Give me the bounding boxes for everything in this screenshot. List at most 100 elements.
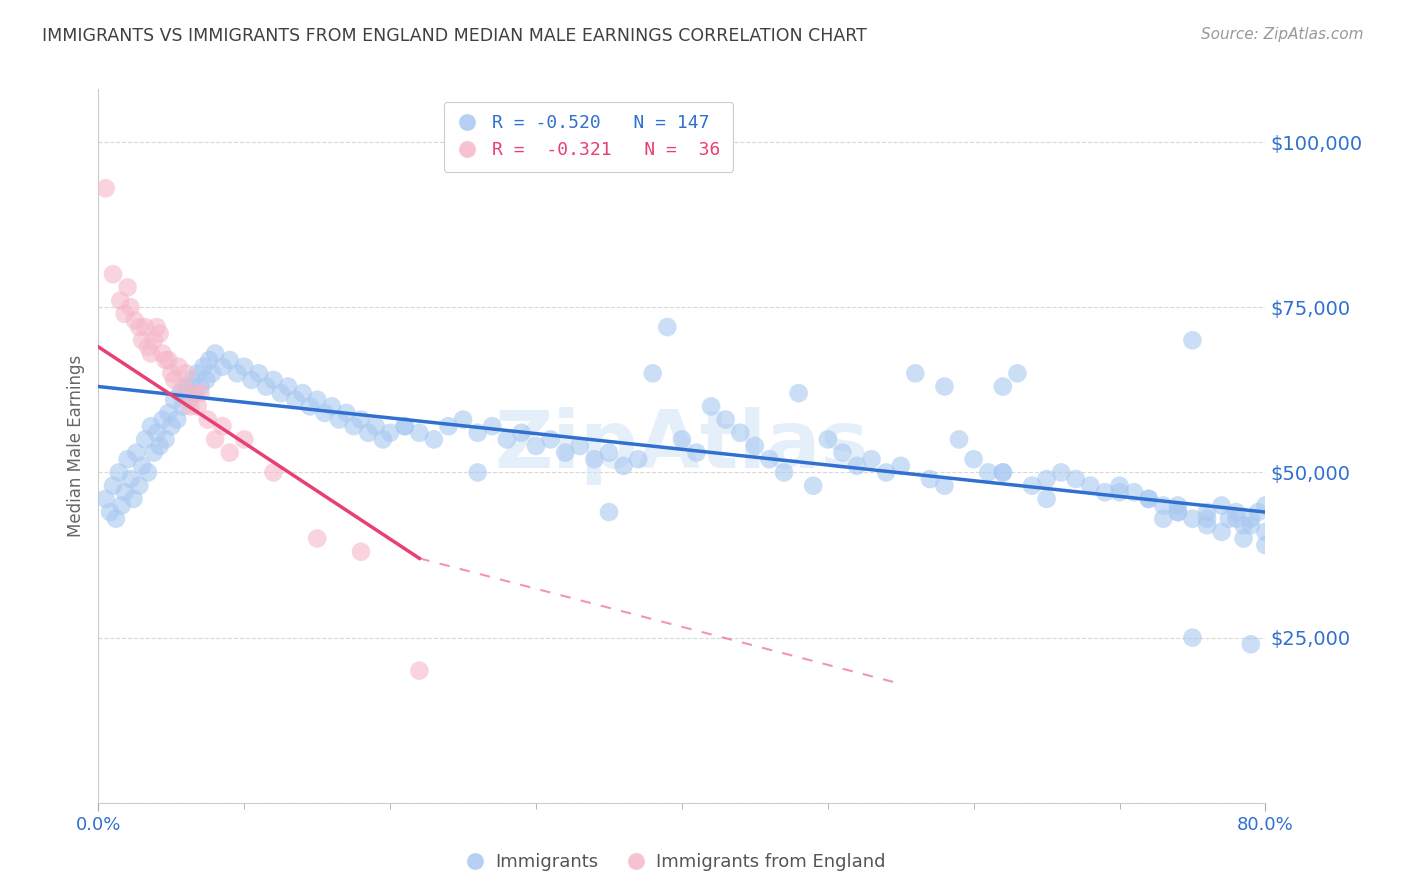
Point: [122, 491, 145, 506]
Point: [149, 439, 172, 453]
Point: [136, 340, 159, 354]
Point: [201, 367, 224, 381]
Point: [831, 445, 853, 459]
Point: [451, 412, 474, 426]
Point: [1181, 631, 1204, 645]
Point: [1254, 499, 1277, 513]
Point: [247, 367, 270, 381]
Point: [991, 466, 1014, 480]
Point: [1167, 505, 1189, 519]
Point: [307, 392, 329, 407]
Point: [120, 472, 142, 486]
Point: [685, 445, 707, 459]
Point: [991, 466, 1014, 480]
Point: [1167, 499, 1189, 513]
Point: [1218, 511, 1240, 525]
Point: [1254, 538, 1277, 552]
Point: [467, 466, 489, 480]
Point: [875, 466, 897, 480]
Point: [1094, 485, 1116, 500]
Point: [136, 466, 159, 480]
Point: [657, 320, 679, 334]
Point: [1152, 499, 1174, 513]
Point: [149, 326, 172, 341]
Point: [254, 379, 277, 393]
Point: [1240, 518, 1263, 533]
Point: [612, 458, 634, 473]
Point: [371, 433, 394, 447]
Point: [152, 346, 174, 360]
Point: [174, 367, 197, 381]
Point: [1247, 505, 1270, 519]
Point: [134, 320, 156, 334]
Point: [394, 419, 416, 434]
Point: [1007, 367, 1029, 381]
Point: [233, 433, 256, 447]
Point: [408, 425, 430, 440]
Point: [321, 400, 343, 414]
Point: [190, 386, 212, 401]
Point: [350, 412, 373, 426]
Point: [394, 419, 416, 434]
Point: [744, 439, 766, 453]
Point: [128, 320, 150, 334]
Point: [284, 392, 307, 407]
Point: [104, 511, 127, 525]
Point: [198, 353, 221, 368]
Point: [364, 419, 387, 434]
Point: [172, 379, 194, 393]
Point: [934, 379, 956, 393]
Point: [583, 452, 606, 467]
Point: [101, 267, 124, 281]
Point: [671, 433, 693, 447]
Point: [204, 346, 226, 360]
Point: [179, 400, 201, 414]
Point: [125, 445, 148, 459]
Point: [641, 367, 664, 381]
Point: [146, 320, 169, 334]
Point: [193, 359, 215, 374]
Point: [240, 373, 263, 387]
Point: [211, 419, 233, 434]
Point: [1108, 478, 1130, 492]
Point: [817, 433, 839, 447]
Point: [423, 433, 446, 447]
Point: [187, 400, 209, 414]
Point: [904, 367, 927, 381]
Point: [1211, 524, 1233, 539]
Point: [174, 379, 197, 393]
Point: [114, 485, 136, 500]
Point: [378, 425, 402, 440]
Point: [181, 386, 204, 401]
Point: [218, 445, 240, 459]
Point: [124, 313, 146, 327]
Point: [328, 412, 350, 426]
Point: [120, 300, 142, 314]
Point: [139, 419, 162, 434]
Point: [728, 425, 751, 440]
Point: [1035, 491, 1057, 506]
Text: Source: ZipAtlas.com: Source: ZipAtlas.com: [1201, 27, 1364, 42]
Point: [1137, 491, 1160, 506]
Point: [177, 392, 200, 407]
Point: [197, 412, 219, 426]
Point: [166, 412, 188, 426]
Point: [627, 452, 650, 467]
Text: IMMIGRANTS VS IMMIGRANTS FROM ENGLAND MEDIAN MALE EARNINGS CORRELATION CHART: IMMIGRANTS VS IMMIGRANTS FROM ENGLAND ME…: [42, 27, 868, 45]
Point: [1064, 472, 1087, 486]
Point: [1080, 478, 1102, 492]
Point: [1108, 485, 1130, 500]
Point: [108, 466, 131, 480]
Point: [758, 452, 780, 467]
Point: [128, 478, 150, 492]
Point: [172, 400, 194, 414]
Point: [1181, 333, 1204, 347]
Point: [114, 307, 136, 321]
Point: [467, 425, 489, 440]
Point: [160, 367, 183, 381]
Point: [110, 293, 132, 308]
Point: [860, 452, 883, 467]
Point: [801, 478, 824, 492]
Point: [187, 367, 209, 381]
Point: [1195, 511, 1218, 525]
